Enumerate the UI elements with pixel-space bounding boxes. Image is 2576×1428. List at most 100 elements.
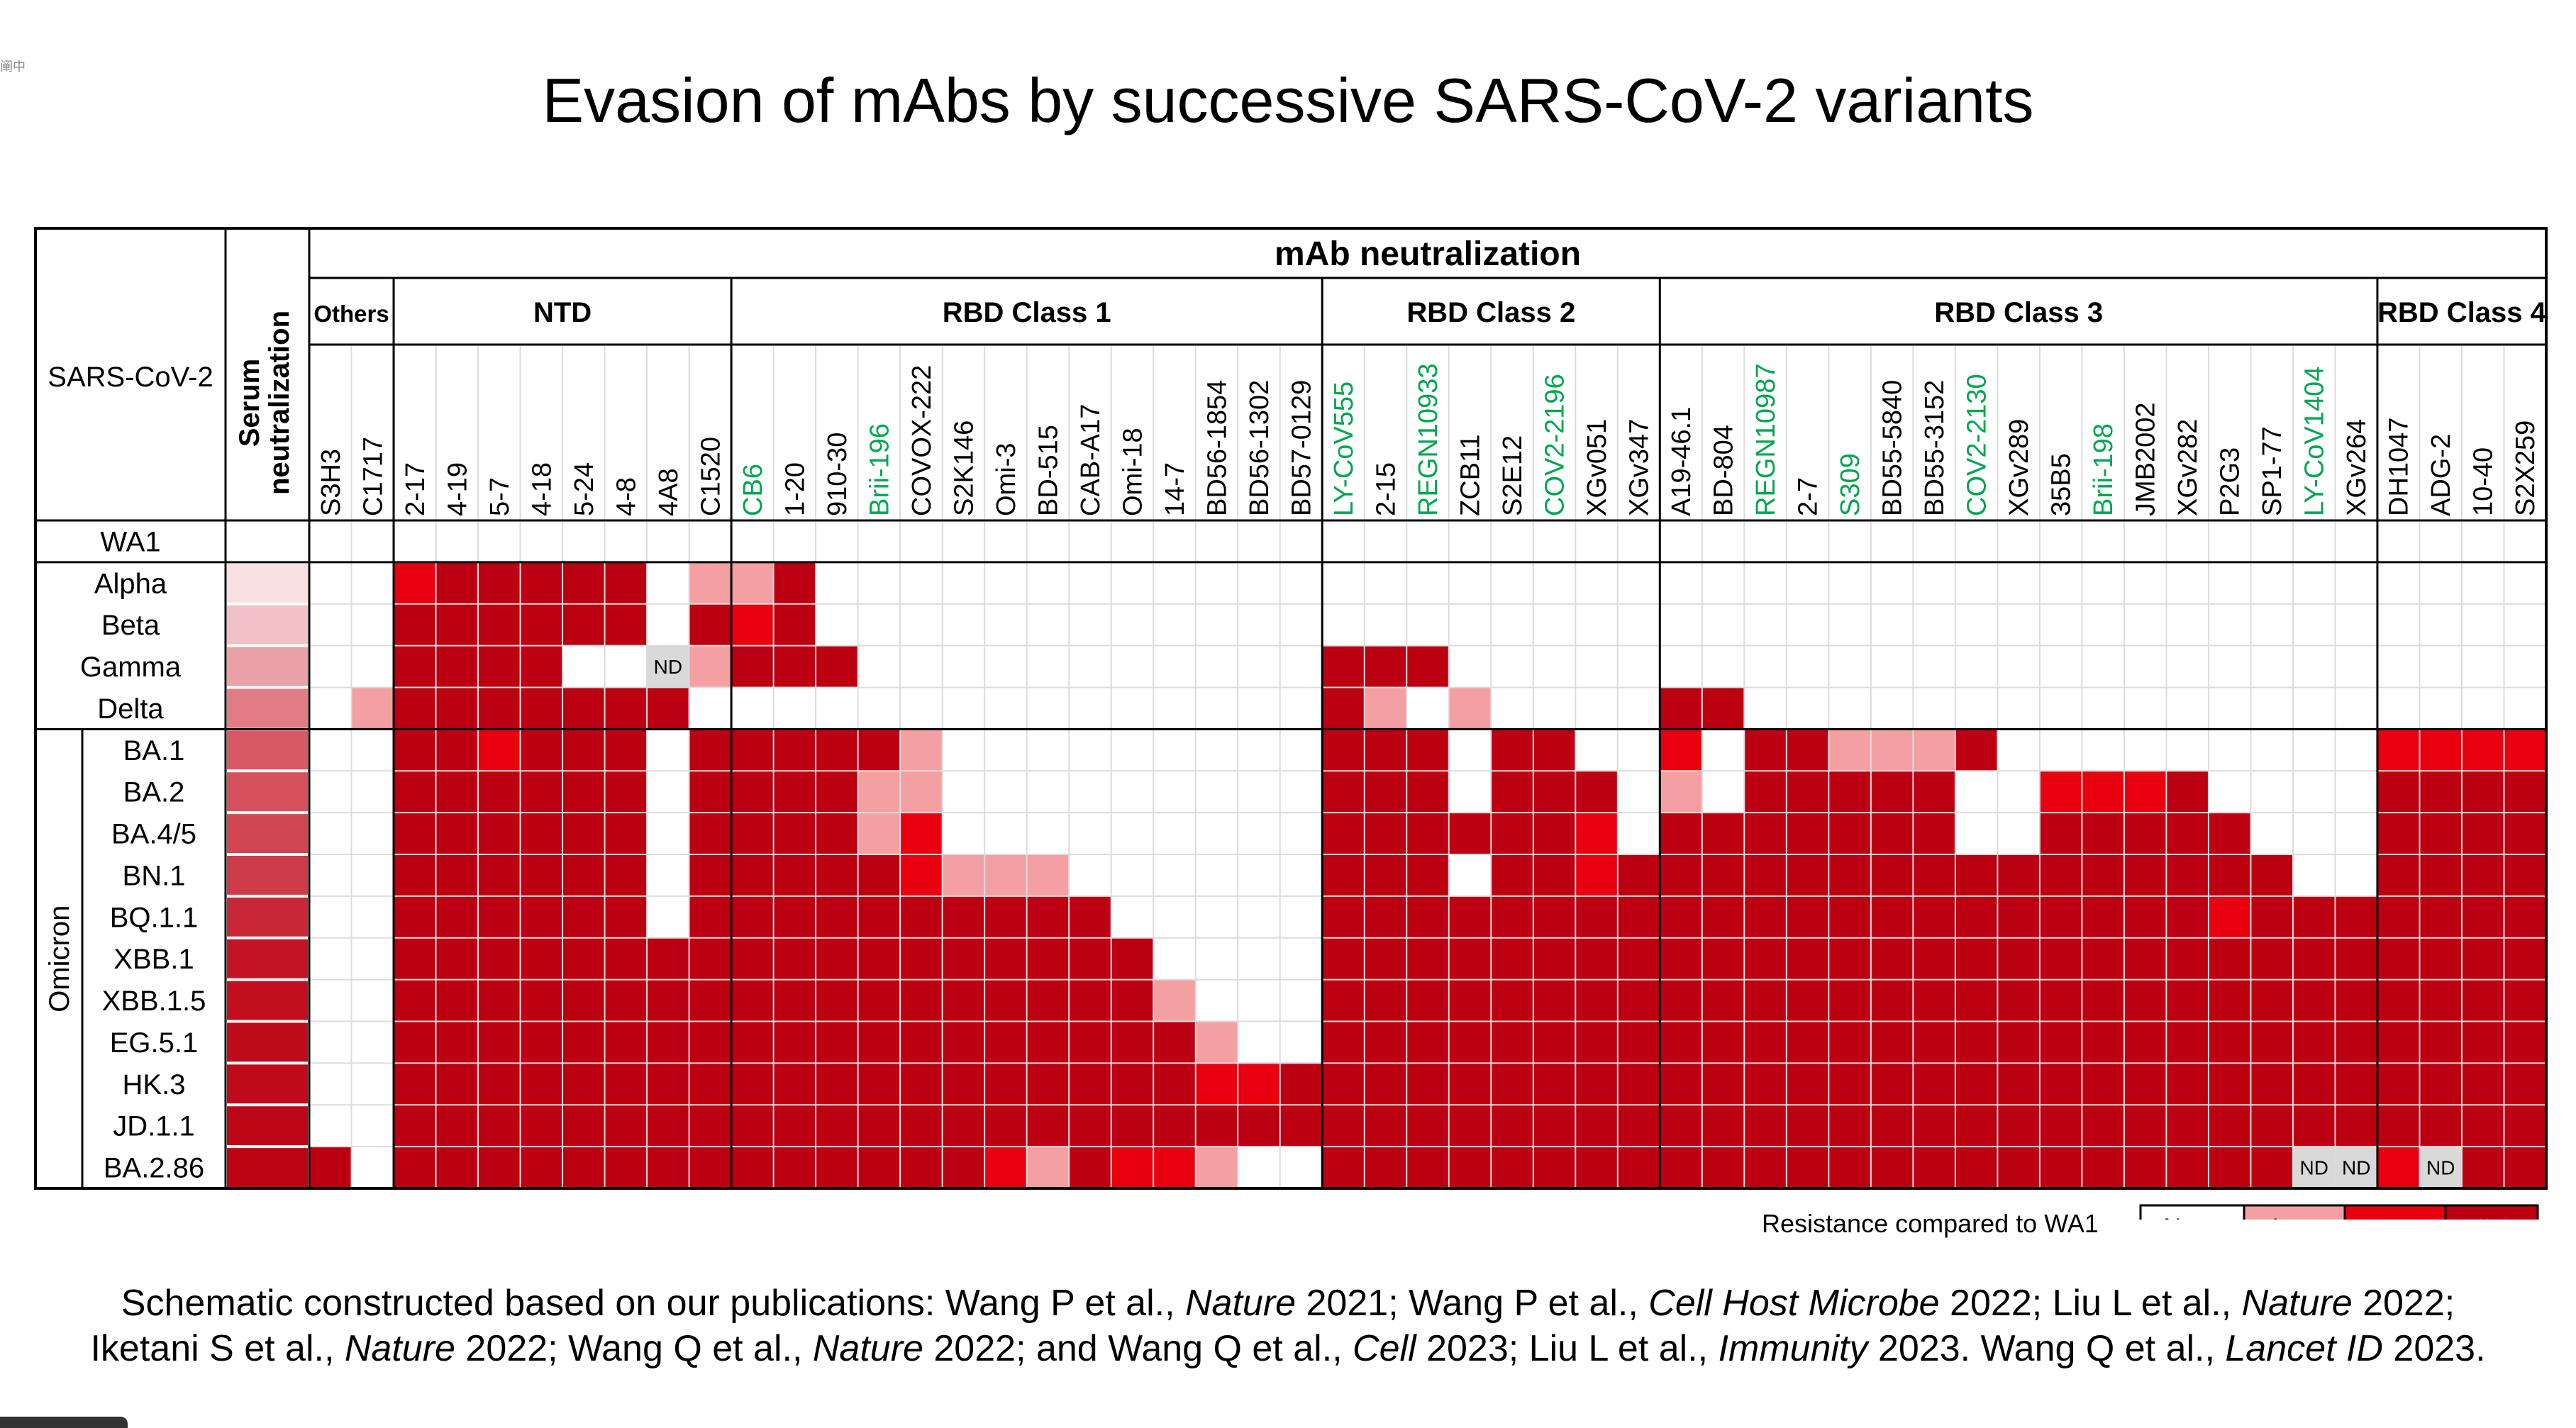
heatmap-cell [2250,771,2293,813]
heatmap-cell [2504,603,2546,646]
heatmap-cell [647,603,689,646]
heatmap-cell [857,687,901,730]
heatmap-cell [1111,645,1154,688]
heatmap-cell [351,771,394,813]
heatmap-cell [984,771,1027,813]
heatmap-cell [2166,1021,2209,1064]
heatmap-cell [942,1105,985,1147]
heatmap-cell [1828,520,1871,562]
column-label: BD56-1302 [1245,380,1275,516]
heatmap-cell [1870,1147,1914,1188]
heatmap-cell [351,729,394,771]
heatmap-cell [478,520,521,562]
heatmap-cell [1491,979,1533,1022]
heatmap-cell [394,1063,436,1105]
citation-fragment: Cell [1353,1328,1416,1369]
heatmap-cell [1701,854,1745,896]
column-label: 10-40 [2469,447,2499,516]
heatmap-cell [2082,937,2124,980]
heatmap-cell [816,937,858,980]
heatmap-cell [816,645,858,688]
heatmap-cell [1195,1021,1238,1064]
heatmap-cell [731,645,774,688]
heatmap-cell [2208,562,2251,604]
heatmap-cell [520,1063,563,1105]
heatmap-cell [2461,771,2504,813]
heatmap-cell [1870,1105,1914,1147]
heatmap-cell [900,645,943,688]
row-label: JD.1.1 [113,1111,195,1142]
heatmap-cell [2419,603,2462,646]
heatmap-cell [2292,1147,2336,1188]
heatmap-cell [2504,687,2546,730]
heatmap-cell [1617,854,1660,896]
heatmap-cell [2335,813,2377,854]
citation-line-2: Iketani S et al., Nature 2022; Wang Q et… [0,1326,2576,1372]
heatmap-cell [1913,729,1955,771]
heatmap-cell [2377,1147,2420,1188]
heatmap-cell [394,520,436,562]
heatmap-cell [2504,729,2546,771]
heatmap-cell [1828,1063,1871,1105]
heatmap-cell [1955,1147,1998,1188]
heatmap-cell [2039,1063,2082,1105]
heatmap-cell [1828,771,1871,813]
heatmap-cell [2039,687,2082,730]
heatmap-cell [900,687,943,730]
heatmap-cell [1069,979,1111,1022]
heatmap-cell [689,896,732,938]
column-label: BD56-1854 [1202,380,1232,516]
heatmap-cell [2082,854,2124,896]
heatmap-cell [857,1105,901,1147]
heatmap-cell [478,603,521,646]
heatmap-cell [520,813,563,854]
heatmap-cell [1491,562,1533,604]
heatmap-cell [394,937,436,980]
legend-item-label: Low [2272,1214,2317,1220]
heatmap-cell [1111,854,1154,896]
heatmap-cell [2292,603,2336,646]
heatmap-cell [1069,687,1111,730]
heatmap-cell [1786,896,1829,938]
heatmap-cell [435,937,479,980]
heatmap-cell [1111,1063,1154,1105]
heatmap-cell [2292,1021,2336,1064]
heatmap-cell [1364,603,1407,646]
serum-cell [227,647,308,686]
heatmap-cell [857,854,901,896]
heatmap-cell [647,645,689,688]
heatmap-cell [2250,1105,2293,1147]
heatmap-cell [2461,979,2504,1022]
heatmap-cell [816,562,858,604]
heatmap-cell [857,1063,901,1105]
heatmap-cell [1406,603,1449,646]
row-label: BA.1 [123,735,185,766]
heatmap-cell [1955,937,1998,980]
heatmap-cell [2166,771,2209,813]
heatmap-cell [1406,1105,1449,1147]
heatmap-cell [1153,1063,1196,1105]
heatmap-cell [1575,562,1618,604]
legend-swatch [2444,1204,2539,1220]
column-label: XGv264 [2342,419,2372,516]
heatmap-cell [562,1147,605,1188]
heatmap-cell [1997,813,2040,854]
column-label: CAB-A17 [1076,404,1106,516]
heatmap-cell [1955,562,1998,604]
heatmap-cell [1195,896,1238,938]
legend-swatch [2243,1204,2346,1220]
heatmap-cell [604,854,648,896]
heatmap-cell [2504,520,2546,562]
heatmap-cell [1913,645,1955,688]
serum-cell [227,897,308,937]
heatmap-cell [1913,979,1955,1022]
heatmap-cell [604,937,648,980]
heatmap-cell [1238,771,1280,813]
heatmap-cell [1828,645,1871,688]
heatmap-cell [1153,729,1196,771]
heatmap-cell [2039,771,2082,813]
heatmap-cell [1870,896,1914,938]
heatmap-cell [2039,896,2082,938]
heatmap-cell [2335,729,2377,771]
heatmap-cell [2039,645,2082,688]
